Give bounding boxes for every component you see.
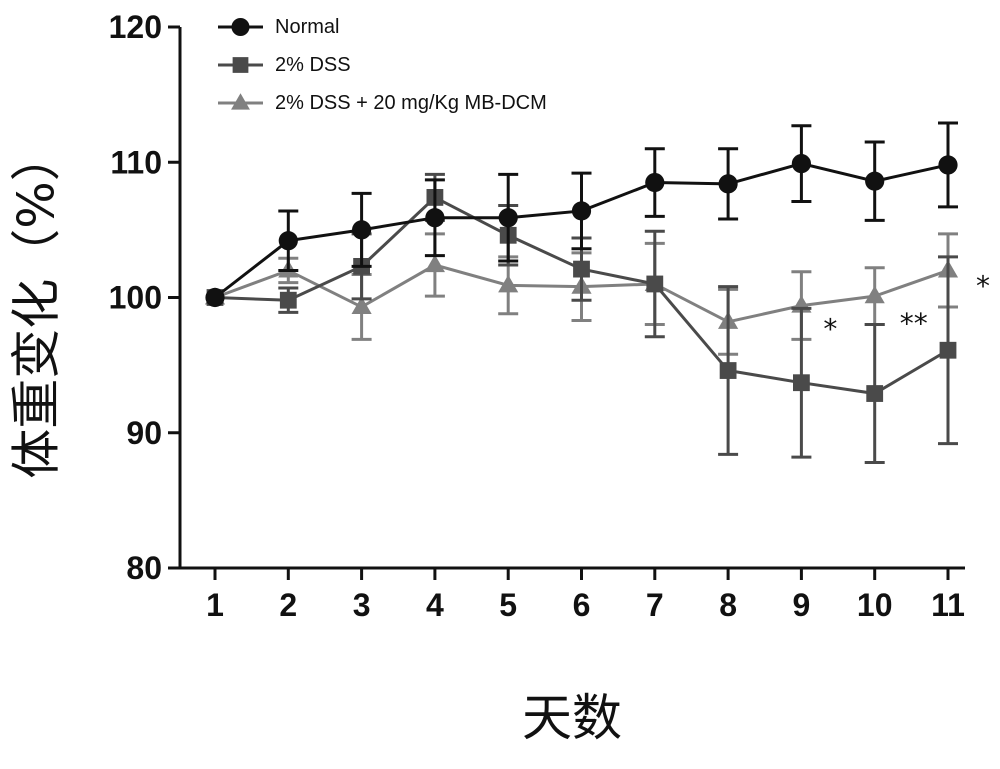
significance-marker: * — [976, 269, 990, 302]
y-tick-label: 110 — [110, 144, 162, 180]
y-tick-label: 120 — [109, 9, 162, 45]
x-tick-label: 3 — [353, 587, 371, 623]
y-tick-label: 80 — [126, 550, 162, 586]
significance-marker: * — [823, 313, 837, 346]
data-point — [573, 260, 590, 278]
legend-label: 2% DSS — [275, 54, 351, 76]
legend-marker — [232, 57, 249, 73]
data-point — [279, 291, 297, 309]
data-point — [645, 172, 665, 193]
legend-item-2: 2% DSS + 20 mg/Kg MB-DCM — [218, 92, 547, 114]
data-point — [793, 374, 810, 392]
y-tick-label: 100 — [109, 280, 162, 316]
data-point — [791, 154, 812, 174]
data-point — [424, 254, 445, 273]
data-point — [646, 275, 664, 293]
legend-label: 2% DSS + 20 mg/Kg MB-DCM — [275, 92, 547, 114]
legend-item-0: Normal — [218, 16, 339, 38]
data-point — [938, 155, 958, 175]
legend-label: Normal — [275, 16, 339, 38]
data-point — [351, 296, 372, 315]
data-point — [865, 171, 885, 191]
x-tick-label: 6 — [573, 587, 591, 623]
data-point — [205, 287, 225, 308]
legend: Normal 2% DSS 2% DSS + 20 mg/Kg MB-DCM — [218, 16, 547, 114]
legend-item-1: 2% DSS — [218, 54, 351, 76]
x-tick-label: 5 — [499, 587, 517, 623]
data-point — [425, 208, 445, 228]
series-0 — [205, 121, 958, 308]
y-tick-label: 90 — [126, 415, 162, 451]
x-tick-label: 8 — [719, 587, 737, 623]
data-point — [352, 220, 372, 240]
significance-marker: ** — [900, 307, 928, 340]
x-tick-label: 7 — [646, 587, 664, 623]
x-tick-label: 2 — [279, 587, 297, 623]
legend-marker — [231, 18, 250, 36]
data-point — [719, 362, 737, 379]
x-tick-label: 10 — [857, 587, 893, 623]
data-point — [866, 385, 884, 402]
data-point — [864, 285, 885, 304]
series-1 — [206, 172, 958, 465]
data-point — [939, 341, 957, 359]
data-point — [571, 201, 592, 221]
x-tick-label: 4 — [426, 587, 444, 623]
x-axis-title: 天数 — [522, 689, 622, 747]
x-tick-label: 9 — [793, 587, 811, 623]
x-tick-label: 1 — [206, 587, 224, 623]
legend-marker — [231, 93, 250, 110]
y-axis-title: 体重变化（%） — [8, 131, 66, 479]
data-point — [718, 174, 738, 194]
x-tick-label: 11 — [931, 587, 965, 623]
data-point — [498, 274, 519, 293]
data-point — [498, 208, 518, 228]
data-point — [278, 231, 298, 251]
